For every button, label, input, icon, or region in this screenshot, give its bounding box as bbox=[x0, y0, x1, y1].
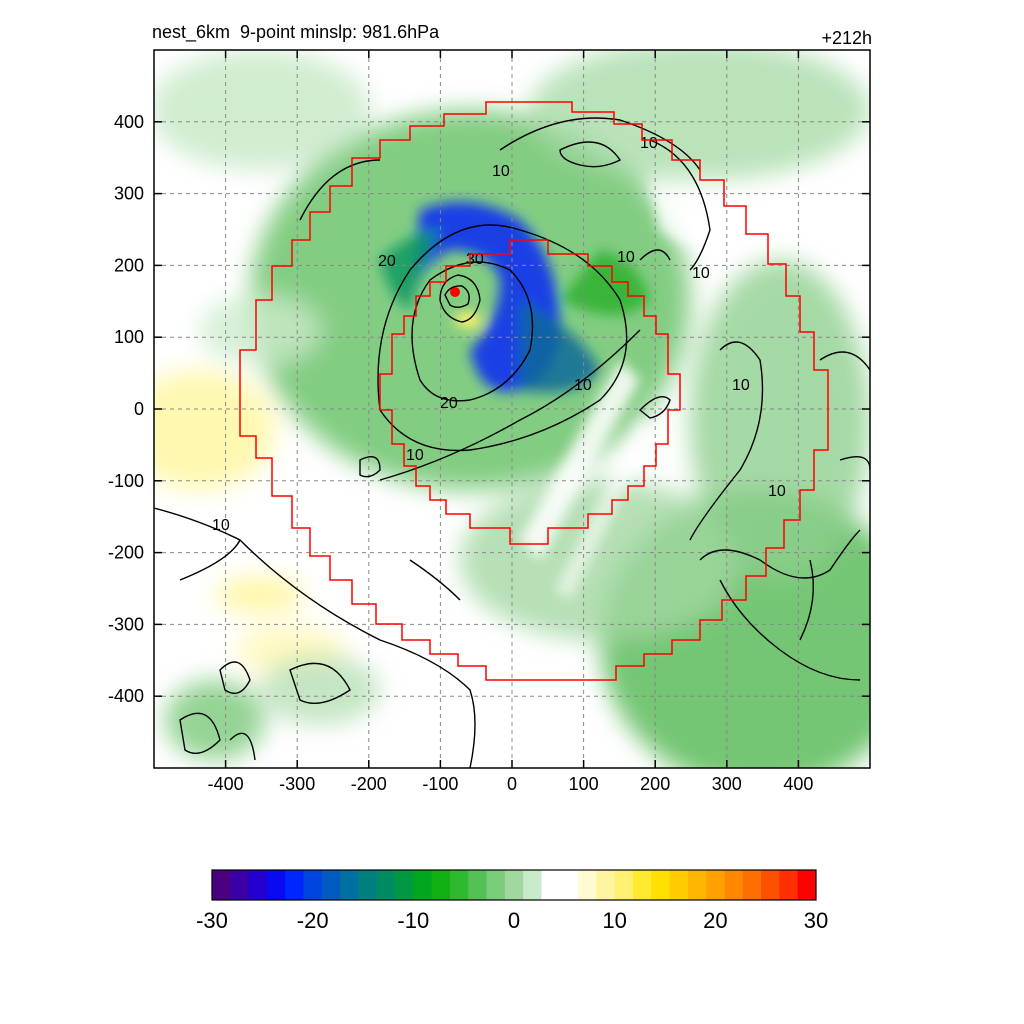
colorbar-swatch bbox=[340, 870, 359, 900]
y-tick-label: 400 bbox=[114, 112, 144, 132]
colorbar-swatch bbox=[358, 870, 378, 900]
contour-label: 10 bbox=[212, 517, 230, 534]
contour-label: 10 bbox=[574, 377, 592, 394]
colorbar-tick-label: -20 bbox=[297, 908, 329, 933]
y-tick-label: -300 bbox=[108, 614, 144, 634]
colorbar-swatch bbox=[651, 870, 671, 900]
x-tick-label: -300 bbox=[279, 774, 315, 794]
nest-boundaries bbox=[239, 101, 829, 681]
y-tick-label: -200 bbox=[108, 543, 144, 563]
colorbar-frame bbox=[211, 869, 817, 901]
colorbar-swatch bbox=[266, 870, 286, 900]
colorbar-swatch bbox=[687, 870, 707, 900]
colorbar-tick-label: 10 bbox=[602, 908, 626, 933]
colorbar-swatch bbox=[212, 870, 231, 900]
y-tick-label: 0 bbox=[134, 399, 144, 419]
x-tick-label: -200 bbox=[351, 774, 387, 794]
colorbar-tick-label: 0 bbox=[508, 908, 520, 933]
contour-lines bbox=[154, 117, 870, 768]
colorbar-swatch bbox=[376, 870, 396, 900]
colorbar-swatch bbox=[797, 870, 817, 900]
contour-label: 20 bbox=[378, 253, 396, 270]
colorbar-swatch bbox=[632, 870, 652, 900]
colorbar-swatch bbox=[761, 870, 780, 900]
colorbar-swatch bbox=[486, 870, 506, 900]
x-tick-label: 100 bbox=[569, 774, 599, 794]
colorbar-swatch bbox=[395, 870, 414, 900]
y-tick-label: -400 bbox=[108, 686, 144, 706]
colorbar-swatch bbox=[321, 870, 341, 900]
x-tick-label: -400 bbox=[208, 774, 244, 794]
colorbar-swatch bbox=[578, 870, 597, 900]
axis-ticks bbox=[154, 50, 870, 768]
x-tick-label: 400 bbox=[783, 774, 813, 794]
y-tick-label: 100 bbox=[114, 327, 144, 347]
colorbar-swatch bbox=[303, 870, 323, 900]
y-tick-label: 300 bbox=[114, 184, 144, 204]
colorbar-swatch bbox=[742, 870, 762, 900]
y-tick-label: 200 bbox=[114, 255, 144, 275]
colorbar-swatch bbox=[248, 870, 268, 900]
shaded-field bbox=[154, 50, 870, 768]
colorbar-swatch bbox=[285, 870, 305, 900]
colorbar-tick-label: 20 bbox=[703, 908, 727, 933]
colorbar-swatch bbox=[449, 870, 469, 900]
x-tick-label: 0 bbox=[507, 774, 517, 794]
colorbar-swatch bbox=[504, 870, 524, 900]
plot-title: nest_6km 9-point minslp: 981.6hPa bbox=[152, 22, 440, 42]
colorbar-swatch bbox=[413, 870, 433, 900]
x-tick-label: 300 bbox=[712, 774, 742, 794]
contour-label: 10 bbox=[768, 483, 786, 500]
colorbar-tick-label: -10 bbox=[397, 908, 429, 933]
colorbar-swatch bbox=[431, 870, 451, 900]
contour-label: 10 bbox=[406, 447, 424, 464]
x-tick-label: -100 bbox=[422, 774, 458, 794]
colorbar-swatch bbox=[596, 870, 616, 900]
x-tick-label: 200 bbox=[640, 774, 670, 794]
colorbar-labels: -30 -20 -10 0 10 20 30 bbox=[196, 908, 828, 933]
contour-label: 10 bbox=[617, 249, 635, 266]
colorbar-swatch bbox=[523, 870, 542, 900]
contour-label: 10 bbox=[492, 163, 510, 180]
y-tick-label: -100 bbox=[108, 471, 144, 491]
contour-label: 10 bbox=[692, 265, 710, 282]
colorbar-swatch bbox=[230, 870, 250, 900]
colorbar-swatch bbox=[468, 870, 488, 900]
colorbar-swatch bbox=[669, 870, 689, 900]
colorbar bbox=[212, 870, 817, 900]
colorbar-tick-label: -30 bbox=[196, 908, 228, 933]
colorbar-swatch bbox=[724, 870, 744, 900]
contour-label: 20 bbox=[440, 395, 458, 412]
forecast-hour-label: +212h bbox=[821, 28, 872, 48]
colorbar-swatch bbox=[779, 870, 799, 900]
colorbar-swatch bbox=[706, 870, 725, 900]
axis-tick-labels: -400 -300 -200 -100 0 100 200 300 40040030020010… bbox=[108, 112, 813, 794]
colorbar-tick-label: 30 bbox=[804, 908, 828, 933]
contour-label: 10 bbox=[732, 377, 750, 394]
colorbar-swatch bbox=[559, 870, 579, 900]
colorbar-swatch bbox=[614, 870, 634, 900]
colorbar-swatch bbox=[541, 870, 561, 900]
